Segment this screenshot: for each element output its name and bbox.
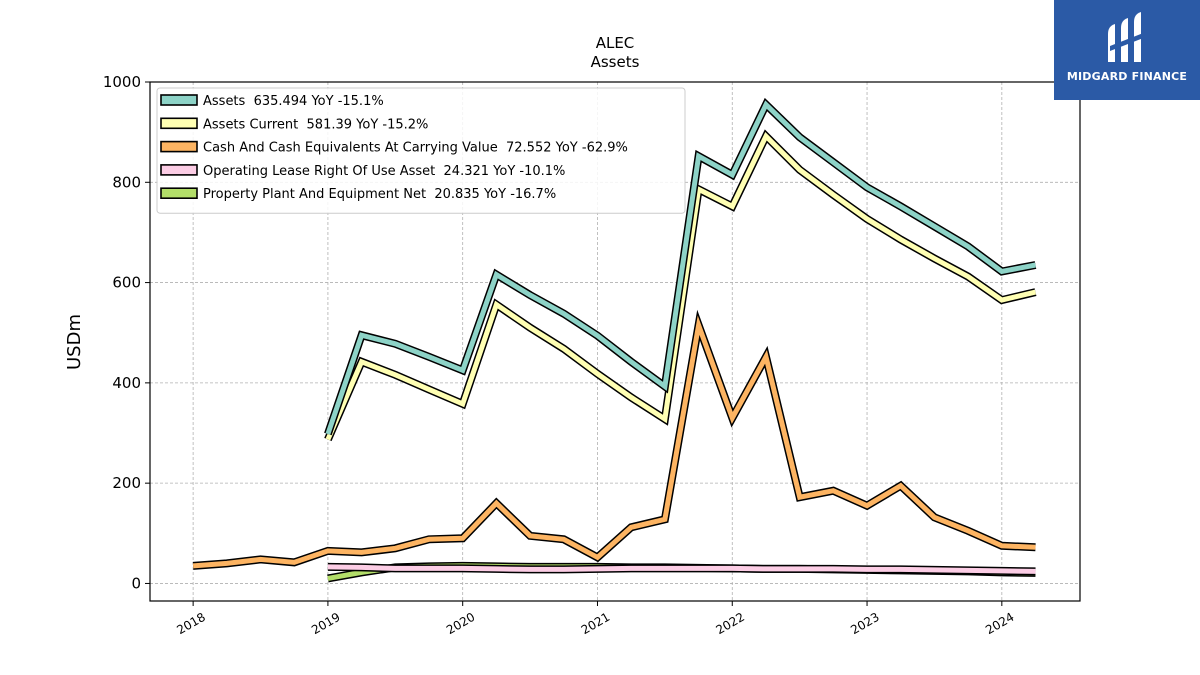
x-tick-label: 2024	[983, 610, 1016, 637]
legend-label: Property Plant And Equipment Net 20.835 …	[203, 187, 556, 202]
legend-item-ppe: Property Plant And Equipment Net 20.835 …	[160, 187, 556, 202]
legend-swatch	[160, 164, 198, 176]
plot-frame	[149, 81, 1081, 602]
series-assets	[324, 97, 1037, 436]
series-assets_current-line	[325, 131, 1037, 441]
legend-item-lease: Operating Lease Right Of Use Asset 24.32…	[160, 164, 565, 179]
legend-swatch	[160, 187, 198, 199]
y-tick-label: 200	[112, 474, 141, 492]
series-layer	[192, 97, 1037, 583]
legend-label: Operating Lease Right Of Use Asset 24.32…	[203, 164, 565, 179]
series-cash	[192, 309, 1036, 570]
series-cash-outline	[192, 309, 1036, 570]
midgard-finance-logo: MIDGARD FINANCE	[1054, 0, 1200, 100]
legend-item-assets_current: Assets Current 581.39 YoY -15.2%	[160, 117, 428, 132]
legend-box	[156, 87, 686, 214]
legend-item-cash: Cash And Cash Equivalents At Carrying Va…	[160, 140, 628, 156]
legend: Assets 635.494 YoY -15.1% Assets Current …	[156, 87, 686, 214]
y-tick-label: 400	[112, 374, 141, 392]
x-tick-label: 2023	[848, 610, 881, 637]
y-tick-label: 0	[131, 574, 141, 592]
x-tick-label: 2020	[444, 610, 477, 637]
x-tick-label: 2022	[714, 610, 747, 637]
y-tick-label: 600	[112, 274, 141, 292]
chart-subtitle: Assets	[591, 53, 640, 71]
legend-swatch	[160, 94, 198, 106]
series-lease	[327, 562, 1036, 576]
x-tick-label: 2018	[174, 610, 207, 637]
x-tick-label: 2021	[579, 610, 612, 637]
y-tick-label: 800	[112, 173, 141, 191]
series-cash-line	[192, 315, 1036, 569]
x-tick-label: 2019	[309, 610, 342, 637]
legend-item-assets: Assets 635.494 YoY -15.1%	[160, 94, 384, 109]
series-assets-line	[325, 100, 1036, 435]
legend-swatch	[160, 117, 198, 130]
logo-text: MIDGARD FINANCE	[1066, 70, 1188, 83]
y-axis-label: USDm	[64, 314, 85, 370]
legend-label: Assets 635.494 YoY -15.1%	[203, 94, 384, 109]
legend-label: Assets Current 581.39 YoY -15.2%	[203, 117, 428, 132]
series-lease-line	[327, 564, 1036, 574]
legend-label: Cash And Cash Equivalents At Carrying Va…	[203, 141, 628, 156]
chart-title: ALEC	[596, 34, 635, 52]
y-tick-label: 1000	[103, 73, 141, 91]
legend-swatch	[160, 140, 198, 153]
series-assets_current	[324, 129, 1037, 442]
logo-mark-icon	[1108, 12, 1146, 62]
